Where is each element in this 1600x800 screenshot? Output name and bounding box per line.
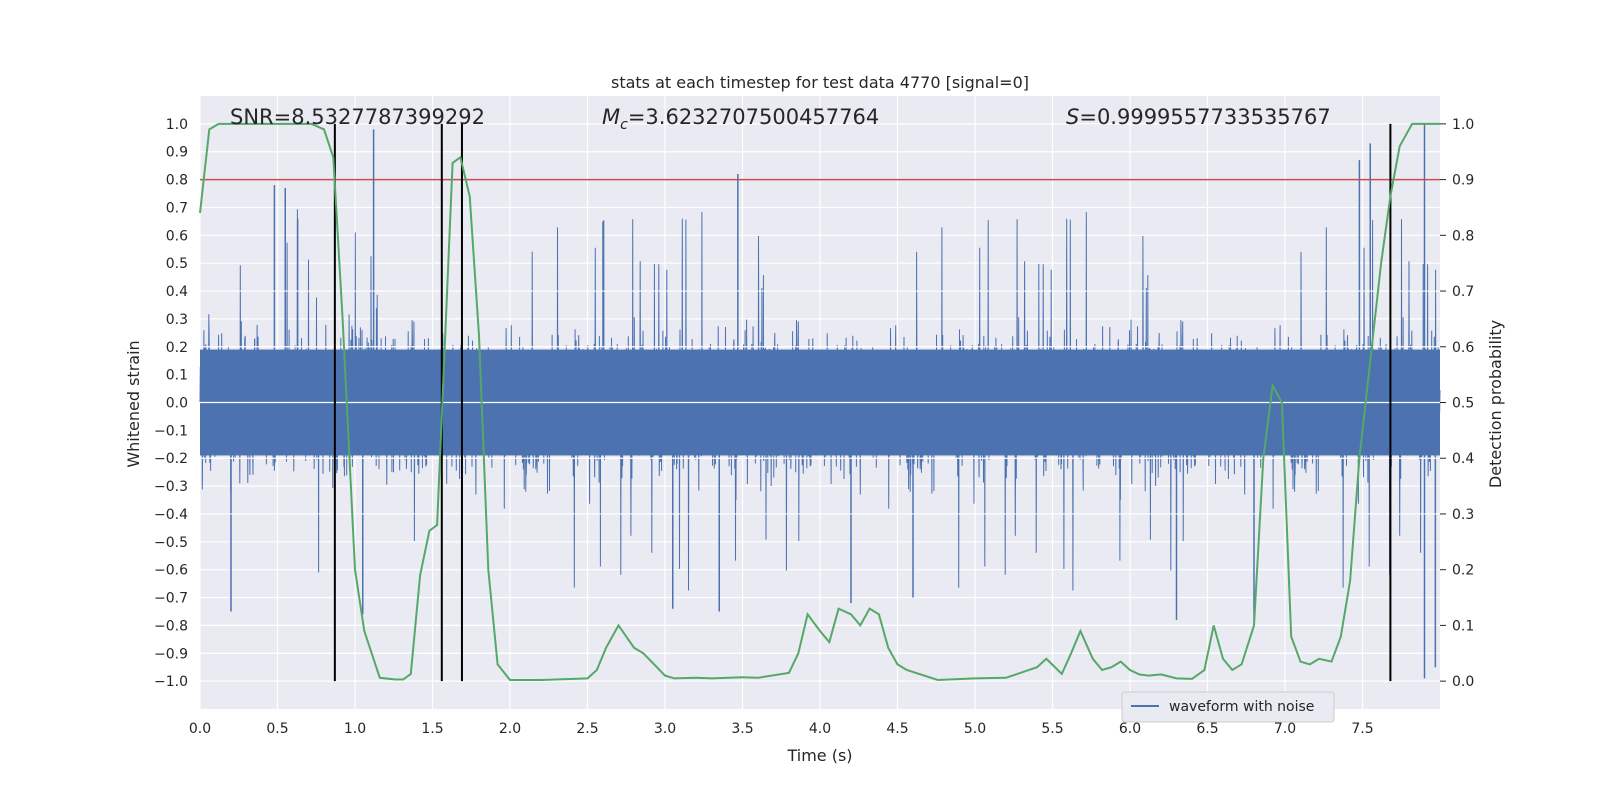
y2-axis-label: Detection probability <box>1486 320 1505 488</box>
snr-annotation: SNR=8.5327787399292 <box>230 105 485 129</box>
probability-series <box>199 122 1440 682</box>
x-tick-label: 5.0 <box>964 721 986 737</box>
y2-tick-label: 0.8 <box>1452 228 1474 244</box>
y-tick-label: −0.7 <box>154 591 188 607</box>
x-tick-label: 7.0 <box>1274 721 1296 737</box>
y-tick-label: 0.9 <box>166 145 188 161</box>
y2-tick-label: 0.4 <box>1452 451 1474 467</box>
legend-box <box>1121 691 1335 723</box>
mc-subscript: c <box>620 117 628 133</box>
y-tick-label: 0.5 <box>166 256 188 272</box>
y-tick-label: 0.6 <box>166 228 188 244</box>
chirp-mass-annotation: Mc=3.6232707500457764 <box>602 105 879 133</box>
x-tick-label: 2.5 <box>576 721 598 737</box>
x-tick-label: 6.0 <box>1119 721 1141 737</box>
legend-label: waveform with noise <box>1169 699 1314 715</box>
legend: waveform with noise <box>1121 691 1335 723</box>
y-axis-label: Whitened strain <box>124 340 143 467</box>
x-axis-label: Time (s) <box>786 746 852 765</box>
y-tick-label: 0.3 <box>166 312 188 328</box>
y2-tick-label: 0.7 <box>1452 284 1474 300</box>
x-tick-label: 4.5 <box>886 721 908 737</box>
x-tick-label: 3.5 <box>731 721 753 737</box>
y-tick-label: −0.8 <box>154 618 188 634</box>
x-tick-label: 7.5 <box>1351 721 1373 737</box>
y2-tick-label: 0.0 <box>1452 674 1474 690</box>
y-tick-label: −0.9 <box>154 646 188 662</box>
x-tick-label: 2.0 <box>499 721 521 737</box>
y-tick-label: 0.7 <box>166 200 188 216</box>
s-value: =0.9999557733535767 <box>1079 105 1330 129</box>
x-tick-label: 0.5 <box>266 721 288 737</box>
y-tick-label: 1.0 <box>166 117 188 133</box>
y-tick-label: 0.2 <box>166 340 188 356</box>
y2-tick-label: 0.1 <box>1452 618 1474 634</box>
y-tick-label: 0.4 <box>166 284 188 300</box>
axes: 0.0 0.5 1.0 1.5 2.0 2.5 3.0 3.5 4.0 4.5 5.0 5.5 6.0 6… <box>154 117 1474 737</box>
y-tick-label: −0.3 <box>154 479 188 495</box>
x-tick-label: 6.5 <box>1196 721 1218 737</box>
x-tick-label: 4.0 <box>809 721 831 737</box>
y-tick-label: −0.1 <box>154 423 188 439</box>
mc-symbol: M <box>602 105 620 129</box>
y-tick-label: 0.0 <box>166 396 188 412</box>
y2-tick-label: 0.6 <box>1452 340 1474 356</box>
x-tick-label: 1.5 <box>421 721 443 737</box>
y2-tick-label: 0.2 <box>1452 563 1474 579</box>
y2-tick-label: 1.0 <box>1452 117 1474 133</box>
y-tick-label: −0.4 <box>154 507 188 523</box>
y-tick-label: 0.1 <box>166 368 188 384</box>
s-symbol: S <box>1066 105 1079 129</box>
x-tick-label: 1.0 <box>344 721 366 737</box>
probability-line <box>199 122 1440 682</box>
x-tick-label: 5.5 <box>1041 721 1063 737</box>
stat-s-annotation: S=0.9999557733535767 <box>1066 105 1331 129</box>
x-tick-label: 0.0 <box>189 721 211 737</box>
y-tick-label: 0.8 <box>166 173 188 189</box>
y-tick-label: −0.2 <box>154 451 188 467</box>
y-tick-label: −1.0 <box>154 674 188 690</box>
waveform-series <box>199 123 1441 679</box>
x-tick-label: 3.0 <box>654 721 676 737</box>
y-tick-label: −0.5 <box>154 535 188 551</box>
y2-tick-label: 0.3 <box>1452 507 1474 523</box>
chart-title: stats at each timestep for test data 477… <box>611 73 1029 92</box>
y-tick-label: −0.6 <box>154 563 188 579</box>
mc-value: =3.6232707500457764 <box>628 105 879 129</box>
y2-tick-label: 0.9 <box>1452 173 1474 189</box>
vertical-markers <box>333 123 1392 682</box>
y2-tick-label: 0.5 <box>1452 396 1474 412</box>
